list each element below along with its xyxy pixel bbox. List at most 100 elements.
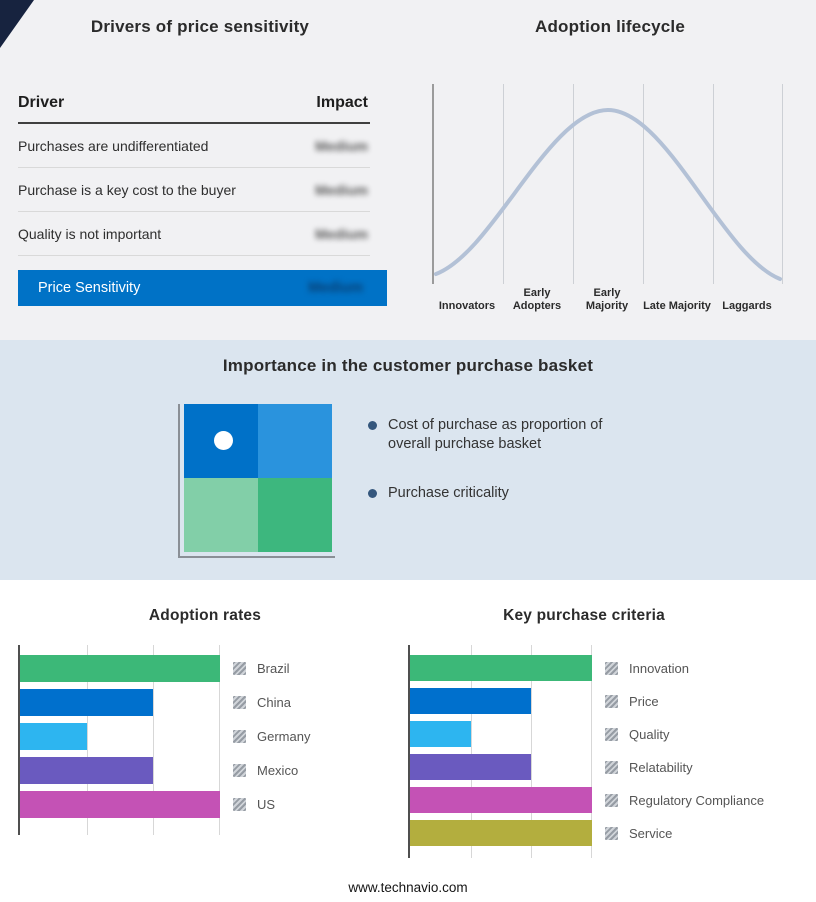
legend-label: Germany bbox=[257, 729, 311, 744]
stage-label: Laggards bbox=[722, 299, 772, 312]
price-sensitivity-label: Price Sensitivity bbox=[38, 280, 141, 296]
adoption-rates-title: Adoption rates bbox=[148, 607, 262, 624]
bar-brazil bbox=[20, 655, 220, 682]
legend-swatch-icon bbox=[233, 662, 246, 675]
legend-item-service: Service bbox=[605, 820, 764, 846]
legend-label: US bbox=[257, 797, 276, 812]
legend-label: Mexico bbox=[257, 763, 299, 778]
drivers-table-header: Driver Impact bbox=[18, 92, 370, 124]
legend-item-innovation: Innovation bbox=[605, 655, 764, 681]
quadrant-bottom-left bbox=[184, 478, 258, 552]
bar-price bbox=[410, 688, 532, 714]
gridline bbox=[153, 645, 155, 835]
gridline bbox=[573, 84, 574, 284]
basket-panel-title: Importance in the customer purchase bask… bbox=[222, 356, 594, 375]
gridline bbox=[531, 645, 533, 858]
impact-value-redacted: Medium bbox=[315, 137, 368, 154]
legend-swatch-icon bbox=[605, 760, 618, 774]
adoption-rates-chart bbox=[18, 645, 220, 835]
bar-germany bbox=[20, 723, 87, 750]
driver-row: Purchase is a key cost to the buyer Mediu… bbox=[18, 168, 370, 212]
bar-regulatory-compliance bbox=[410, 787, 592, 813]
purchase-basket-matrix bbox=[178, 404, 338, 560]
quadrant-bottom-right bbox=[258, 478, 332, 552]
legend-label: Brazil bbox=[257, 661, 290, 676]
legend-label: Innovation bbox=[629, 660, 689, 676]
driver-column-header: Driver bbox=[18, 94, 65, 111]
legend-item-mexico: Mexico bbox=[233, 757, 310, 784]
legend-item-brazil: Brazil bbox=[233, 655, 310, 682]
bell-curve bbox=[434, 107, 782, 281]
adoption-lifecycle-chart: Innovators Early Adopters Early Majority La… bbox=[432, 84, 784, 316]
drivers-table: Driver Impact Purchases are undifferenti… bbox=[18, 92, 370, 256]
price-sensitivity-impact-redacted: Medium bbox=[308, 280, 363, 296]
gridline bbox=[503, 84, 504, 284]
legend-swatch-icon bbox=[233, 798, 246, 811]
bar-innovation bbox=[410, 655, 592, 681]
stage-label: Late Majority bbox=[643, 299, 711, 312]
legend-label: Service bbox=[629, 825, 673, 841]
lifecycle-panel-title: Adoption lifecycle bbox=[534, 17, 685, 36]
gridline bbox=[470, 645, 472, 858]
legend-swatch-icon bbox=[605, 793, 618, 807]
footer-url: www.technavio.com bbox=[348, 880, 468, 895]
legend-swatch-icon bbox=[233, 696, 246, 709]
matrix-marker-dot bbox=[214, 431, 233, 450]
bar-service bbox=[410, 820, 592, 846]
bar-china bbox=[20, 689, 154, 716]
legend-label: Relatability bbox=[629, 759, 693, 775]
gridline bbox=[643, 84, 644, 284]
stage-label: Early Adopters bbox=[512, 287, 562, 312]
quadrant-top-right bbox=[258, 404, 332, 478]
quadrant-top-left bbox=[184, 404, 258, 478]
legend-swatch-icon bbox=[605, 661, 618, 675]
legend-swatch-icon bbox=[233, 730, 246, 743]
driver-row: Quality is not important Medium bbox=[18, 212, 370, 256]
legend-item-relatability: Relatability bbox=[605, 754, 764, 780]
lifecycle-plot-area bbox=[432, 84, 783, 284]
bullet-item: Cost of purchase as proportion of overal… bbox=[368, 416, 644, 454]
bullet-icon bbox=[368, 489, 377, 498]
key-purchase-criteria-legend: Innovation Price Quality Relatability Regula… bbox=[605, 645, 764, 853]
purchase-basket-band bbox=[0, 340, 816, 580]
adoption-rates-legend: Brazil China Germany Mexico US bbox=[233, 645, 310, 825]
gridline bbox=[782, 84, 783, 284]
driver-row: Purchases are undifferentiated Medium bbox=[18, 124, 370, 168]
bar-mexico bbox=[20, 757, 154, 784]
gridline bbox=[591, 645, 592, 858]
key-purchase-criteria-chart bbox=[408, 645, 592, 858]
legend-label: Price bbox=[629, 693, 659, 709]
bell-curve-path bbox=[434, 107, 782, 281]
legend-item-price: Price bbox=[605, 688, 764, 714]
drivers-table-body: Purchases are undifferentiated Medium Purc… bbox=[18, 124, 370, 256]
gridline bbox=[86, 645, 88, 835]
lifecycle-stage-labels: Innovators Early Adopters Early Majority La… bbox=[432, 287, 784, 312]
basket-bullet-list: Cost of purchase as proportion of overal… bbox=[368, 416, 644, 533]
legend-swatch-icon bbox=[605, 727, 618, 741]
impact-value-redacted: Medium bbox=[315, 225, 368, 242]
legend-swatch-icon bbox=[233, 764, 246, 777]
impact-value-redacted: Medium bbox=[315, 181, 368, 198]
bullet-text: Cost of purchase as proportion of overal… bbox=[388, 417, 603, 452]
matrix-x-axis bbox=[178, 556, 335, 558]
bar-us bbox=[20, 791, 220, 818]
legend-label: Regulatory Compliance bbox=[629, 792, 765, 808]
matrix-y-axis bbox=[178, 404, 180, 558]
price-sensitivity-summary-row: Price Sensitivity Medium bbox=[18, 270, 387, 306]
legend-label: China bbox=[257, 695, 291, 710]
driver-label: Purchase is a key cost to the buyer bbox=[18, 181, 236, 198]
key-purchase-criteria-title: Key purchase criteria bbox=[503, 607, 665, 624]
matrix-quadrants bbox=[184, 404, 332, 552]
legend-label: Quality bbox=[629, 726, 670, 742]
legend-item-quality: Quality bbox=[605, 721, 764, 747]
legend-swatch-icon bbox=[605, 826, 618, 840]
drivers-panel-title: Drivers of price sensitivity bbox=[90, 17, 310, 36]
bar-relatability bbox=[410, 754, 532, 780]
bullet-text: Purchase criticality bbox=[388, 485, 509, 501]
legend-item-regulatory-compliance: Regulatory Compliance bbox=[605, 787, 764, 813]
legend-item-china: China bbox=[233, 689, 310, 716]
bullet-icon bbox=[368, 421, 377, 430]
stage-label: Innovators bbox=[438, 299, 496, 312]
legend-swatch-icon bbox=[605, 694, 618, 708]
